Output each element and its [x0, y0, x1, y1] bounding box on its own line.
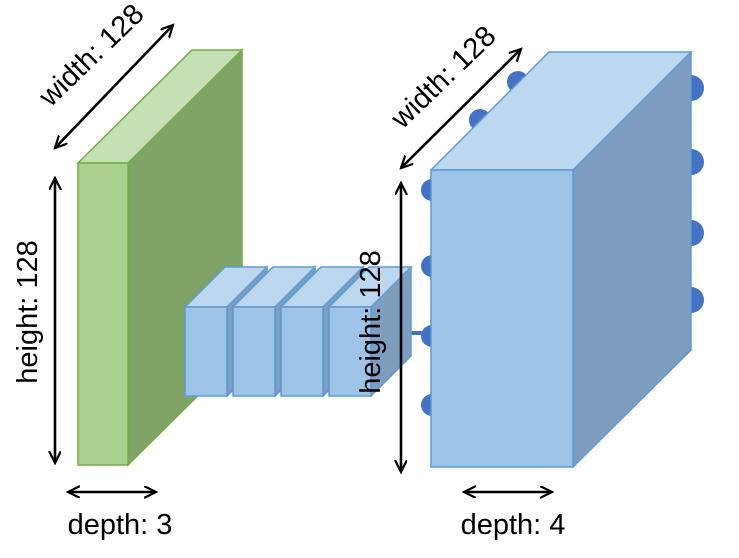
- input-depth-label: depth: 3: [68, 509, 173, 541]
- input-width-label: width: 128: [32, 0, 150, 114]
- output-volume: [429, 50, 693, 469]
- filter-cube-front: [280, 306, 324, 397]
- filter-stack: [183, 265, 413, 398]
- input-height-label: height: 128: [12, 240, 44, 384]
- output-volume-front: [430, 169, 574, 468]
- input-width-arrow: [55, 25, 173, 148]
- filter-cube-front: [328, 306, 372, 397]
- filter-cube-front: [184, 306, 228, 397]
- input-volume-front: [77, 162, 129, 466]
- output-height-label: height: 128: [355, 250, 387, 394]
- output-width-arrow: [401, 49, 521, 168]
- filter-cube-front: [232, 306, 276, 397]
- output-depth-label: depth: 4: [461, 509, 566, 541]
- input-volume: [76, 48, 244, 467]
